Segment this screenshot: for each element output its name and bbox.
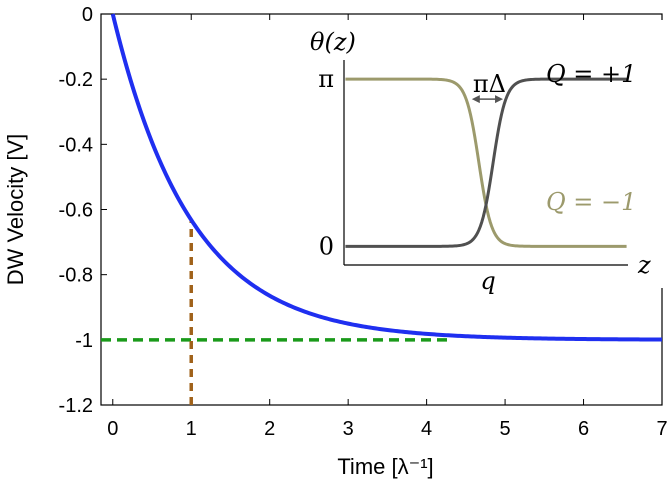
- curve-q-plus: [345, 77, 627, 248]
- inset-plot: θ(z) π 0 q z Q = +1 Q = −1 πΔ: [294, 20, 664, 295]
- x-tick-label: 6: [578, 418, 589, 440]
- inset-y-tick-0: 0: [319, 232, 334, 260]
- label-q-plus: Q = +1: [546, 60, 636, 88]
- y-tick-label: -0.6: [59, 200, 93, 222]
- label-q-minus: Q = −1: [546, 188, 636, 216]
- x-axis-title: Time [λ⁻¹]: [337, 454, 433, 479]
- x-tick-label: 7: [656, 418, 667, 440]
- inset-x-label: z: [637, 251, 651, 279]
- x-tick-label: 0: [107, 418, 118, 440]
- y-tick-label: -0.2: [59, 69, 93, 91]
- inset-y-tick-pi: π: [318, 65, 334, 93]
- x-tick-label: 5: [500, 418, 511, 440]
- y-tick-label: -1.2: [59, 395, 93, 417]
- x-tick-label: 2: [264, 418, 275, 440]
- width-annotation: πΔ: [473, 70, 506, 98]
- y-axis-title: DW Velocity [V]: [3, 134, 28, 286]
- y-tick-label: 0: [82, 4, 93, 26]
- width-arrow-head-left: [471, 95, 480, 104]
- inset-x-tick-q: q: [480, 267, 495, 295]
- x-tick-label: 1: [186, 418, 197, 440]
- x-tick-label: 3: [343, 418, 354, 440]
- width-arrow-head-right: [495, 95, 504, 104]
- x-tick-label: 4: [421, 418, 432, 440]
- y-tick-label: -1: [75, 330, 93, 352]
- main-plot: 0 1 2 3 4 5 6 7 0 -0.2 -0.4 -0.6 -0.8 -1 -1.2 Time [λ⁻¹…: [3, 4, 668, 479]
- y-tick-label: -0.8: [59, 265, 93, 287]
- inset-y-label: θ(z): [310, 28, 356, 56]
- velocity-curve: [110, 13, 663, 342]
- y-tick-label: -0.4: [59, 134, 93, 156]
